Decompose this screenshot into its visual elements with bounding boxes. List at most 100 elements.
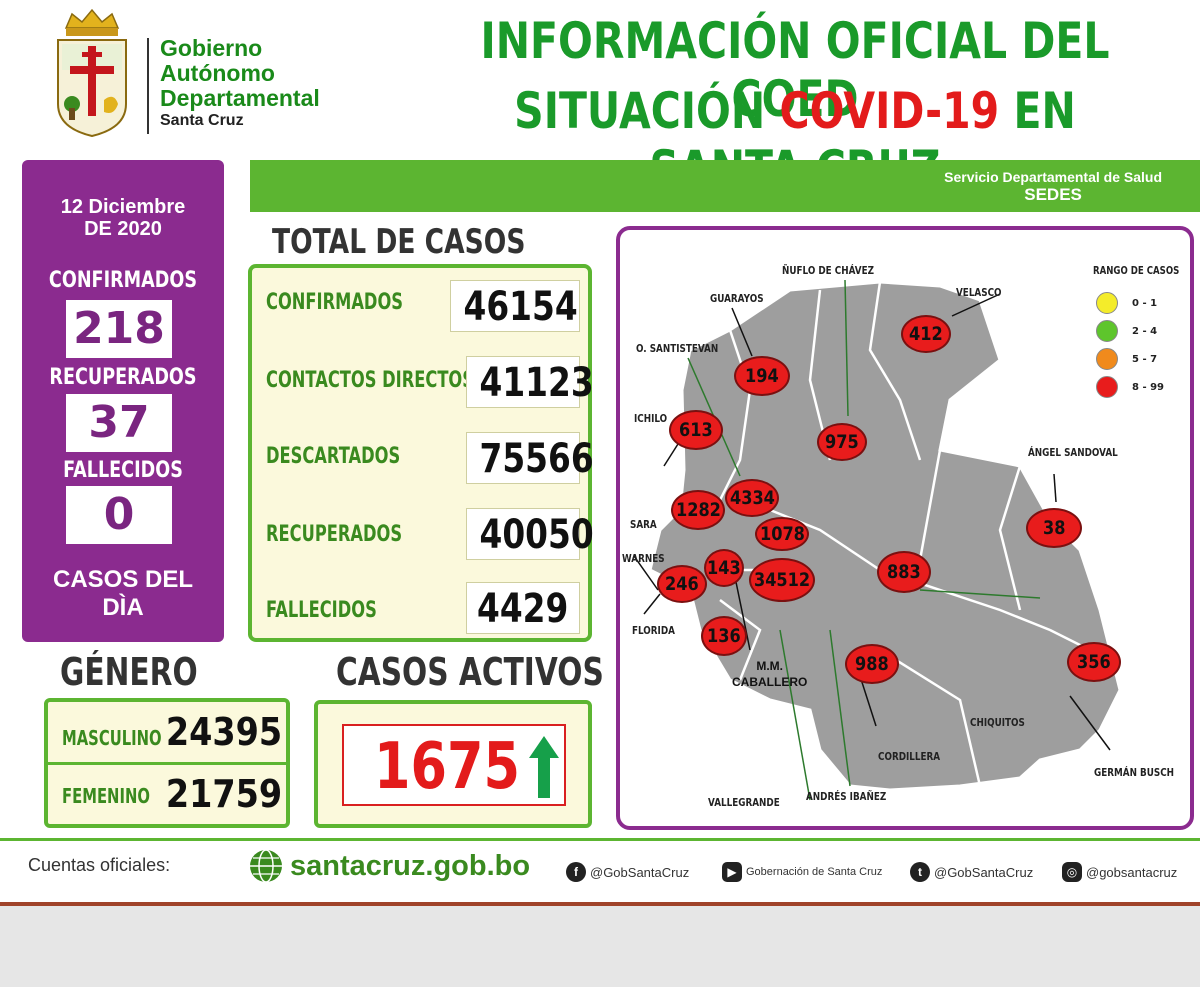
daily-cases-label: CASOS DEL DÌA <box>22 566 224 622</box>
province-marker: 1282 <box>671 490 725 530</box>
youtube-handle: Gobernación de Santa Cruz <box>746 866 883 878</box>
instagram-icon: ◎ <box>1062 862 1082 882</box>
legend-range-label: 0 - 1 <box>1132 297 1158 309</box>
gender-female-label: FEMENINO <box>62 784 150 808</box>
title-situacion: SITUACIÓN <box>514 82 766 140</box>
province-name-label: ÑUFLO DE CHÁVEZ <box>782 264 874 277</box>
gender-male-value: 24395 <box>165 710 282 754</box>
province-case-count: 194 <box>745 365 779 387</box>
gov-line-4: Santa Cruz <box>160 112 244 129</box>
footer-label: Cuentas oficiales: <box>28 855 171 875</box>
youtube-icon: ▶ <box>722 862 742 882</box>
province-name-label: O. SANTISTEVAN <box>636 342 719 355</box>
province-case-count: 988 <box>855 653 889 675</box>
coat-of-arms-logo <box>52 8 132 138</box>
total-recovered-label: RECUPERADOS <box>266 522 403 547</box>
province-map: RANGO DE CASOS 0 - 1 2 - 4 5 - 7 8 - 99 194… <box>616 226 1194 830</box>
gov-line-2: Autónomo <box>160 60 275 86</box>
total-deaths-label: FALLECIDOS <box>266 598 377 623</box>
sedes-line-1: Servicio Departamental de Salud <box>944 169 1162 185</box>
legend-item: 8 - 99 <box>1082 373 1182 401</box>
legend-color-dot <box>1096 292 1118 314</box>
province-marker: 613 <box>669 410 723 450</box>
daily-confirmed-value: 218 <box>66 300 172 358</box>
sedes-label: Servicio Departamental de Salud SEDES <box>944 168 1162 204</box>
facebook-link[interactable]: f @GobSantaCruz <box>566 862 689 882</box>
province-name-label: GERMÁN BUSCH <box>1094 766 1175 779</box>
province-case-count: 4334 <box>729 487 775 509</box>
legend-item: 0 - 1 <box>1082 289 1182 317</box>
twitter-handle: @GobSantaCruz <box>934 864 1034 880</box>
province-case-count: 1078 <box>759 523 805 545</box>
website-text: santacruz.gob.bo <box>290 849 531 882</box>
province-marker: 136 <box>701 616 747 656</box>
report-date: 12 Diciembre DE 2020 <box>22 196 224 240</box>
total-confirmed-label: CONFIRMADOS <box>266 290 404 315</box>
twitter-link[interactable]: t @GobSantaCruz <box>910 862 1033 882</box>
gender-divider <box>48 762 286 765</box>
legend-title: RANGO DE CASOS <box>1093 264 1180 277</box>
province-marker: 246 <box>657 565 707 603</box>
province-marker: 988 <box>845 644 899 684</box>
province-name-label: CORDILLERA <box>878 750 941 763</box>
active-cases-value: 1675 <box>374 730 521 804</box>
footer-gray-band <box>0 906 1200 987</box>
twitter-icon: t <box>910 862 930 882</box>
province-marker: 883 <box>877 551 931 593</box>
total-deaths-value: 4429 <box>466 582 580 634</box>
total-recovered-value: 40050 <box>466 508 594 560</box>
total-discarded-value: 75566 <box>466 432 594 484</box>
province-name-label: GUARAYOS <box>710 292 764 305</box>
gov-line-1: Gobierno <box>160 35 263 61</box>
province-name-label: FLORIDA <box>632 624 675 637</box>
page-title-line-1: INFORMACIÓN OFICIAL DEL COED <box>480 12 1110 128</box>
total-cases-box: CONFIRMADOS 46154 CONTACTOS DIRECTOS 411… <box>248 264 594 642</box>
gender-female-value: 21759 <box>165 772 282 816</box>
daily-recovered-label: RECUPERADOS <box>49 365 197 390</box>
gender-title: GÉNERO <box>60 650 198 694</box>
daily-summary-panel: 12 Diciembre DE 2020 CONFIRMADOS 218 REC… <box>22 160 224 642</box>
gender-box: MASCULINO 24395 FEMENINO 21759 <box>44 698 290 828</box>
daily-deaths-label: FALLECIDOS <box>63 458 183 483</box>
province-marker: 34512 <box>749 558 815 602</box>
province-case-count: 1282 <box>675 499 721 521</box>
province-name-label: ANDRÉS IBAÑEZ <box>806 790 887 803</box>
sedes-line-2: SEDES <box>1024 185 1082 204</box>
title-covid: COVID-19 <box>779 82 1000 140</box>
leader-arrows <box>633 293 1111 751</box>
province-name-label: ÁNGEL SANDOVAL <box>1028 446 1118 459</box>
province-name-label: SARA <box>630 518 657 531</box>
footer-divider <box>0 838 1200 841</box>
province-name-label: VELASCO <box>956 286 1002 299</box>
total-contacts-value: 41123 <box>466 356 594 408</box>
province-marker: 143 <box>704 549 744 587</box>
gov-line-3: Departamental <box>160 85 320 111</box>
province-name-label: WARNES <box>622 552 665 565</box>
legend-color-dot <box>1096 320 1118 342</box>
website-link[interactable]: santacruz.gob.bo <box>248 848 530 884</box>
legend-items: 0 - 1 2 - 4 5 - 7 8 - 99 <box>1082 289 1182 401</box>
province-name-label-mm-caballero: M.M. CABALLERO <box>732 659 808 689</box>
instagram-link[interactable]: ◎ @gobsantacruz <box>1062 862 1177 882</box>
total-discarded-label: DESCARTADOS <box>266 444 401 469</box>
province-marker: 38 <box>1026 508 1082 548</box>
daily-cases-label-line-1: CASOS DEL <box>52 566 193 593</box>
government-name: Gobierno Autónomo Departamental Santa Cr… <box>160 36 320 131</box>
province-case-count: 883 <box>887 561 921 583</box>
leader-lines <box>687 279 1041 801</box>
legend-range-label: 8 - 99 <box>1132 381 1164 393</box>
province-marker: 4334 <box>725 479 779 517</box>
legend-range-label: 5 - 7 <box>1132 353 1158 365</box>
total-confirmed-value: 46154 <box>450 280 580 332</box>
province-marker: 412 <box>901 315 951 353</box>
legend-range-label: 2 - 4 <box>1132 325 1158 337</box>
province-marker: 194 <box>734 356 790 396</box>
footer-accent-line <box>0 902 1200 906</box>
instagram-handle: @gobsantacruz <box>1086 864 1178 880</box>
report-date-line-2: DE 2020 <box>84 218 162 240</box>
header-divider <box>147 38 149 134</box>
legend-color-dot <box>1096 348 1118 370</box>
youtube-link[interactable]: ▶ Gobernación de Santa Cruz <box>722 862 882 882</box>
province-case-count: 356 <box>1077 651 1111 673</box>
legend-color-dot <box>1096 376 1118 398</box>
